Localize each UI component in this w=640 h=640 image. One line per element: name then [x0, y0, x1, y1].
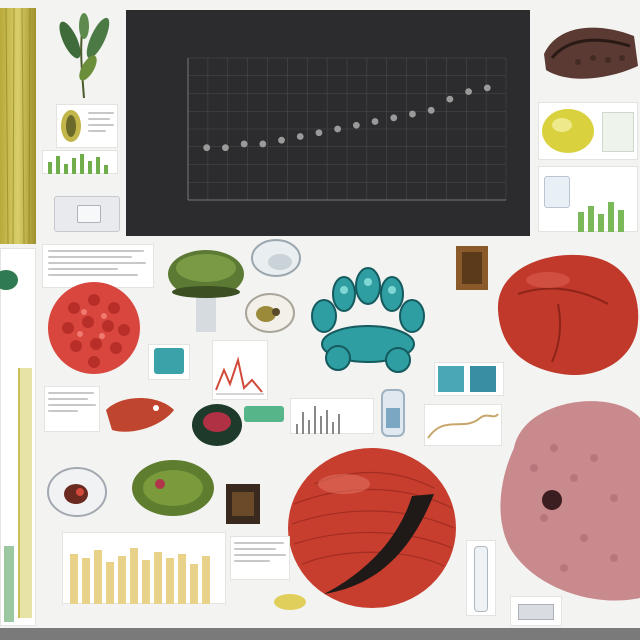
- text-lines-bottom: [230, 536, 290, 580]
- data-point: [390, 114, 398, 122]
- data-point: [259, 140, 267, 148]
- gray-device-bottom: [510, 596, 562, 626]
- specimen-dish-illustration: [46, 466, 108, 518]
- blue-vial-illustration: [378, 388, 408, 438]
- red-sphere-organ-illustration: [284, 444, 460, 612]
- data-point: [296, 133, 304, 140]
- data-point: [334, 125, 342, 133]
- data-point: [222, 144, 229, 152]
- brown-pod-illustration: [454, 244, 490, 292]
- green-oval-specimen-illustration: [130, 458, 216, 518]
- teal-widget-card: [148, 344, 190, 380]
- teal-icon-card: [434, 362, 504, 396]
- data-point: [409, 110, 416, 118]
- mini-green-bars: [42, 150, 118, 174]
- data-point: [371, 118, 379, 125]
- vial-row-card: [466, 540, 496, 616]
- data-point: [483, 84, 491, 92]
- clear-specimen-illustration: [250, 238, 302, 278]
- red-organ-illustration: [488, 244, 640, 384]
- dark-box-illustration: [224, 480, 262, 528]
- teal-anemone-illustration: [298, 264, 438, 384]
- data-point: [427, 106, 435, 114]
- line-chart-card: [212, 340, 268, 400]
- data-point: [240, 140, 248, 148]
- green-button: [244, 406, 284, 422]
- data-point: [352, 121, 360, 129]
- yellow-sphere-card: [538, 102, 638, 160]
- bar-histogram-card: [290, 398, 374, 434]
- leaf-card: [56, 104, 118, 148]
- bottom-edge-strip: [0, 628, 640, 640]
- pink-sponge-illustration: [494, 388, 640, 608]
- red-coral-illustration: [44, 278, 144, 378]
- scatter-chart: [187, 57, 507, 201]
- curve-card: [424, 404, 502, 446]
- data-point: [278, 136, 285, 144]
- yellow-bar-chart-card: [62, 532, 226, 604]
- text-panel-left: [42, 244, 154, 288]
- data-point: [315, 129, 323, 137]
- green-mushroom-illustration: [166, 248, 246, 334]
- data-point: [446, 95, 454, 103]
- dark-shell-illustration: [538, 14, 640, 94]
- red-fish-illustration: [102, 390, 178, 440]
- data-point: [465, 88, 472, 96]
- mini-green-chart-right: [538, 166, 638, 232]
- text-card-left-mid: [44, 386, 100, 432]
- scatter-chart-panel: [126, 10, 530, 236]
- small-yellow-specimen-illustration: [270, 588, 310, 612]
- seaweed-sprig-illustration: [52, 12, 118, 100]
- dark-green-egg-illustration: [190, 402, 244, 448]
- specimen-in-jar-illustration: [244, 292, 296, 334]
- kelp-strip: [0, 8, 36, 244]
- data-point: [203, 144, 211, 152]
- device-widget: [54, 196, 120, 232]
- left-info-column: [0, 248, 36, 626]
